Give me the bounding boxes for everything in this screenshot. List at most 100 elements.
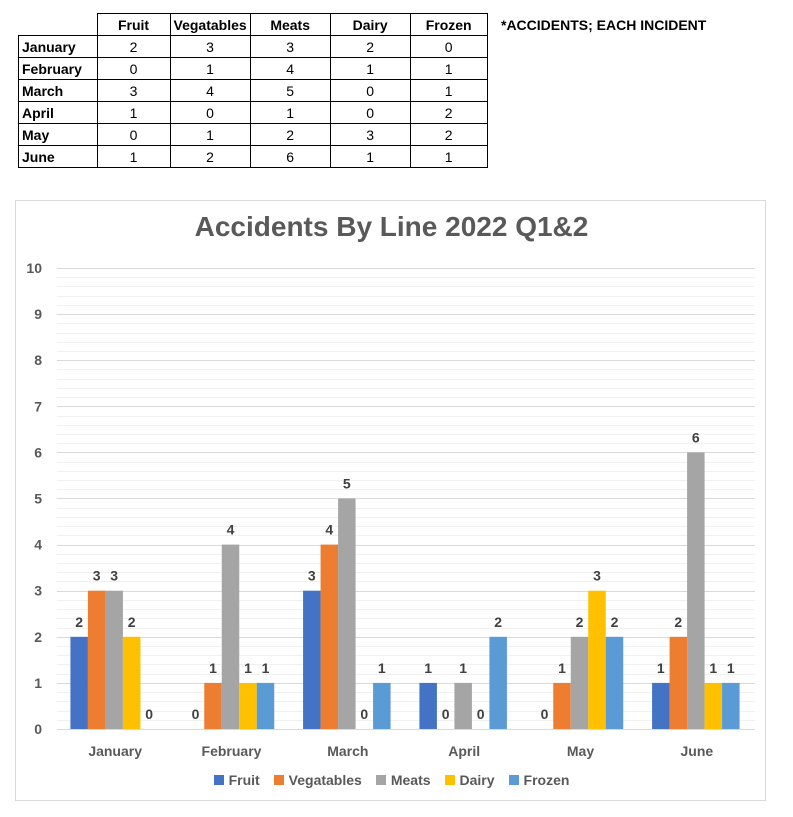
accidents-table: Fruit Vegatables Meats Dairy Frozen Janu… [18,13,488,168]
chart-title: Accidents By Line 2022 Q1&2 [194,211,589,242]
table-row-month: June [18,145,98,168]
data-label: 2 [128,614,136,630]
data-label: 2 [611,614,619,630]
data-label: 4 [227,522,235,538]
table-cell: 2 [169,145,251,168]
bar-frozen [605,636,624,729]
table-cell: 4 [169,79,251,102]
data-label: 3 [93,568,101,584]
legend-swatch [444,775,455,785]
bar-vegatables [87,590,106,729]
data-label: 0 [442,706,450,722]
data-label: 6 [692,429,700,445]
data-label: 0 [541,706,549,722]
table-cell: 1 [169,123,251,146]
legend-label: Meats [390,772,431,788]
bar-fruit [303,590,321,729]
y-tick-label: 2 [34,629,42,645]
table-cell: 5 [249,79,331,102]
table-cell: 1 [96,145,171,168]
table-cell: 1 [329,57,411,80]
table-cell: 4 [249,57,331,80]
x-tick-label: April [448,743,480,759]
data-label: 3 [308,568,316,584]
y-tick-label: 6 [34,444,42,460]
y-tick-label: 5 [34,491,42,507]
legend-swatch [273,775,284,785]
data-label: 2 [75,614,83,630]
table-row: June 1 2 6 1 1 [18,145,488,168]
legend-label: Dairy [459,772,495,788]
y-tick-label: 9 [34,306,42,322]
data-label: 0 [477,706,485,722]
legend-item: Fruit [213,772,260,788]
x-tick-label: June [680,743,713,759]
data-label: 1 [558,660,566,676]
table-header-fruit: Fruit [96,13,171,36]
bar-meats [687,452,705,729]
table-header-frozen: Frozen [409,13,488,36]
legend-item: Meats [375,772,431,788]
table-cell: 3 [249,35,331,58]
x-tick-label: March [327,743,368,759]
table-cell: 3 [96,79,171,102]
y-tick-label: 1 [34,675,42,691]
data-label: 1 [424,660,432,676]
table-cell: 3 [329,123,411,146]
table-row-month: January [18,35,98,58]
table-cell: 0 [329,101,411,124]
bar-frozen [256,682,275,729]
legend-item: Dairy [444,772,495,788]
table-header-dairy: Dairy [329,13,411,36]
table-cell: 0 [409,35,488,58]
bar-fruit [419,682,437,729]
data-label: 0 [360,706,368,722]
table-cell: 1 [249,101,331,124]
table-row: May 0 1 2 3 2 [18,123,488,146]
bar-meats [454,682,472,729]
legend-label: Fruit [228,772,260,788]
data-label: 1 [727,660,735,676]
chart-area: 0 1 2 3 4 5 6 7 8 9 10 2 3 3 2 0 January 0 1 4 1 1 February 3 4 5… [15,200,766,801]
table-cell: 0 [329,79,411,102]
bar-dairy [239,682,257,729]
bar-vegatables [553,682,571,729]
table-cell: 1 [409,79,488,102]
y-tick-label: 0 [34,721,42,737]
table-row: February 0 1 4 1 1 [18,57,488,80]
data-label: 1 [262,660,270,676]
data-label: 1 [378,660,386,676]
table-row-month: April [18,101,98,124]
bar-meats [338,498,356,729]
bar-meats [570,636,589,729]
chart-legend: Fruit Vegatables Meats Dairy Frozen [16,772,767,788]
data-label: 5 [343,476,351,492]
bar-frozen [489,636,507,729]
table-cell: 2 [249,123,331,146]
legend-label: Vegatables [288,772,362,788]
table-cell: 2 [409,101,488,124]
table-cell: 0 [96,123,171,146]
data-label: 1 [459,660,467,676]
bar-dairy [588,590,606,729]
x-tick-label: February [202,743,262,759]
bar-dairy [122,636,141,729]
bar-meats [105,590,123,729]
data-label: 2 [674,614,682,630]
data-label: 4 [325,522,333,538]
bar-dairy [704,682,723,729]
data-label: 3 [110,568,118,584]
table-cell: 1 [409,57,488,80]
legend-item: Vegatables [273,772,362,788]
x-tick-label: January [88,743,142,759]
y-tick-label: 8 [34,352,42,368]
y-tick-label: 10 [26,260,42,276]
data-label: 0 [145,706,153,722]
table-row-month: March [18,79,98,102]
table-cell: 0 [96,57,171,80]
table-cell: 2 [329,35,411,58]
data-label: 3 [593,568,601,584]
legend-swatch [375,775,386,785]
table-cell: 2 [96,35,171,58]
data-label: 2 [576,614,584,630]
